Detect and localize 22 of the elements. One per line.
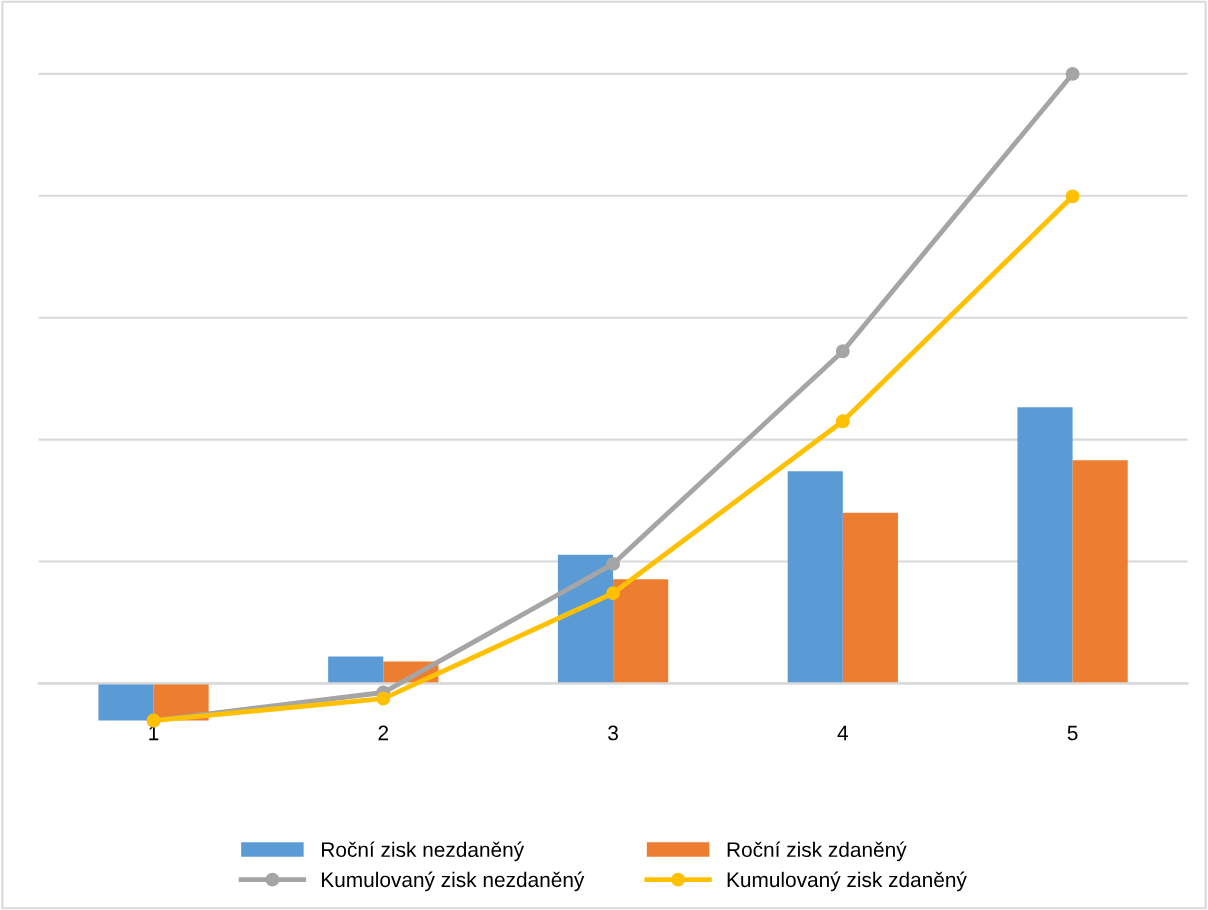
point	[606, 586, 621, 601]
bar	[842, 512, 898, 684]
bar	[98, 683, 154, 721]
x-tick-label: 2	[378, 725, 389, 741]
bar	[1017, 407, 1073, 684]
bar	[1072, 460, 1128, 684]
bar	[787, 471, 843, 684]
legend-label: Roční zisk nezdaněný	[322, 841, 525, 862]
point	[606, 556, 621, 571]
point	[1065, 189, 1080, 204]
x-tick-label: 4	[837, 725, 849, 741]
point	[1065, 66, 1080, 81]
bar	[328, 656, 384, 684]
x-tick-label: 3	[608, 725, 618, 741]
point	[835, 414, 850, 429]
legend-label: Roční zisk zdaněný	[727, 841, 907, 862]
bar	[613, 579, 669, 684]
legend-label: Kumulovaný zisk nezdaněný	[322, 871, 585, 892]
legend-label: Kumulovaný zisk zdaněný	[727, 871, 967, 892]
point	[376, 691, 391, 706]
point	[835, 344, 850, 359]
x-tick-label: 5	[1067, 725, 1078, 741]
